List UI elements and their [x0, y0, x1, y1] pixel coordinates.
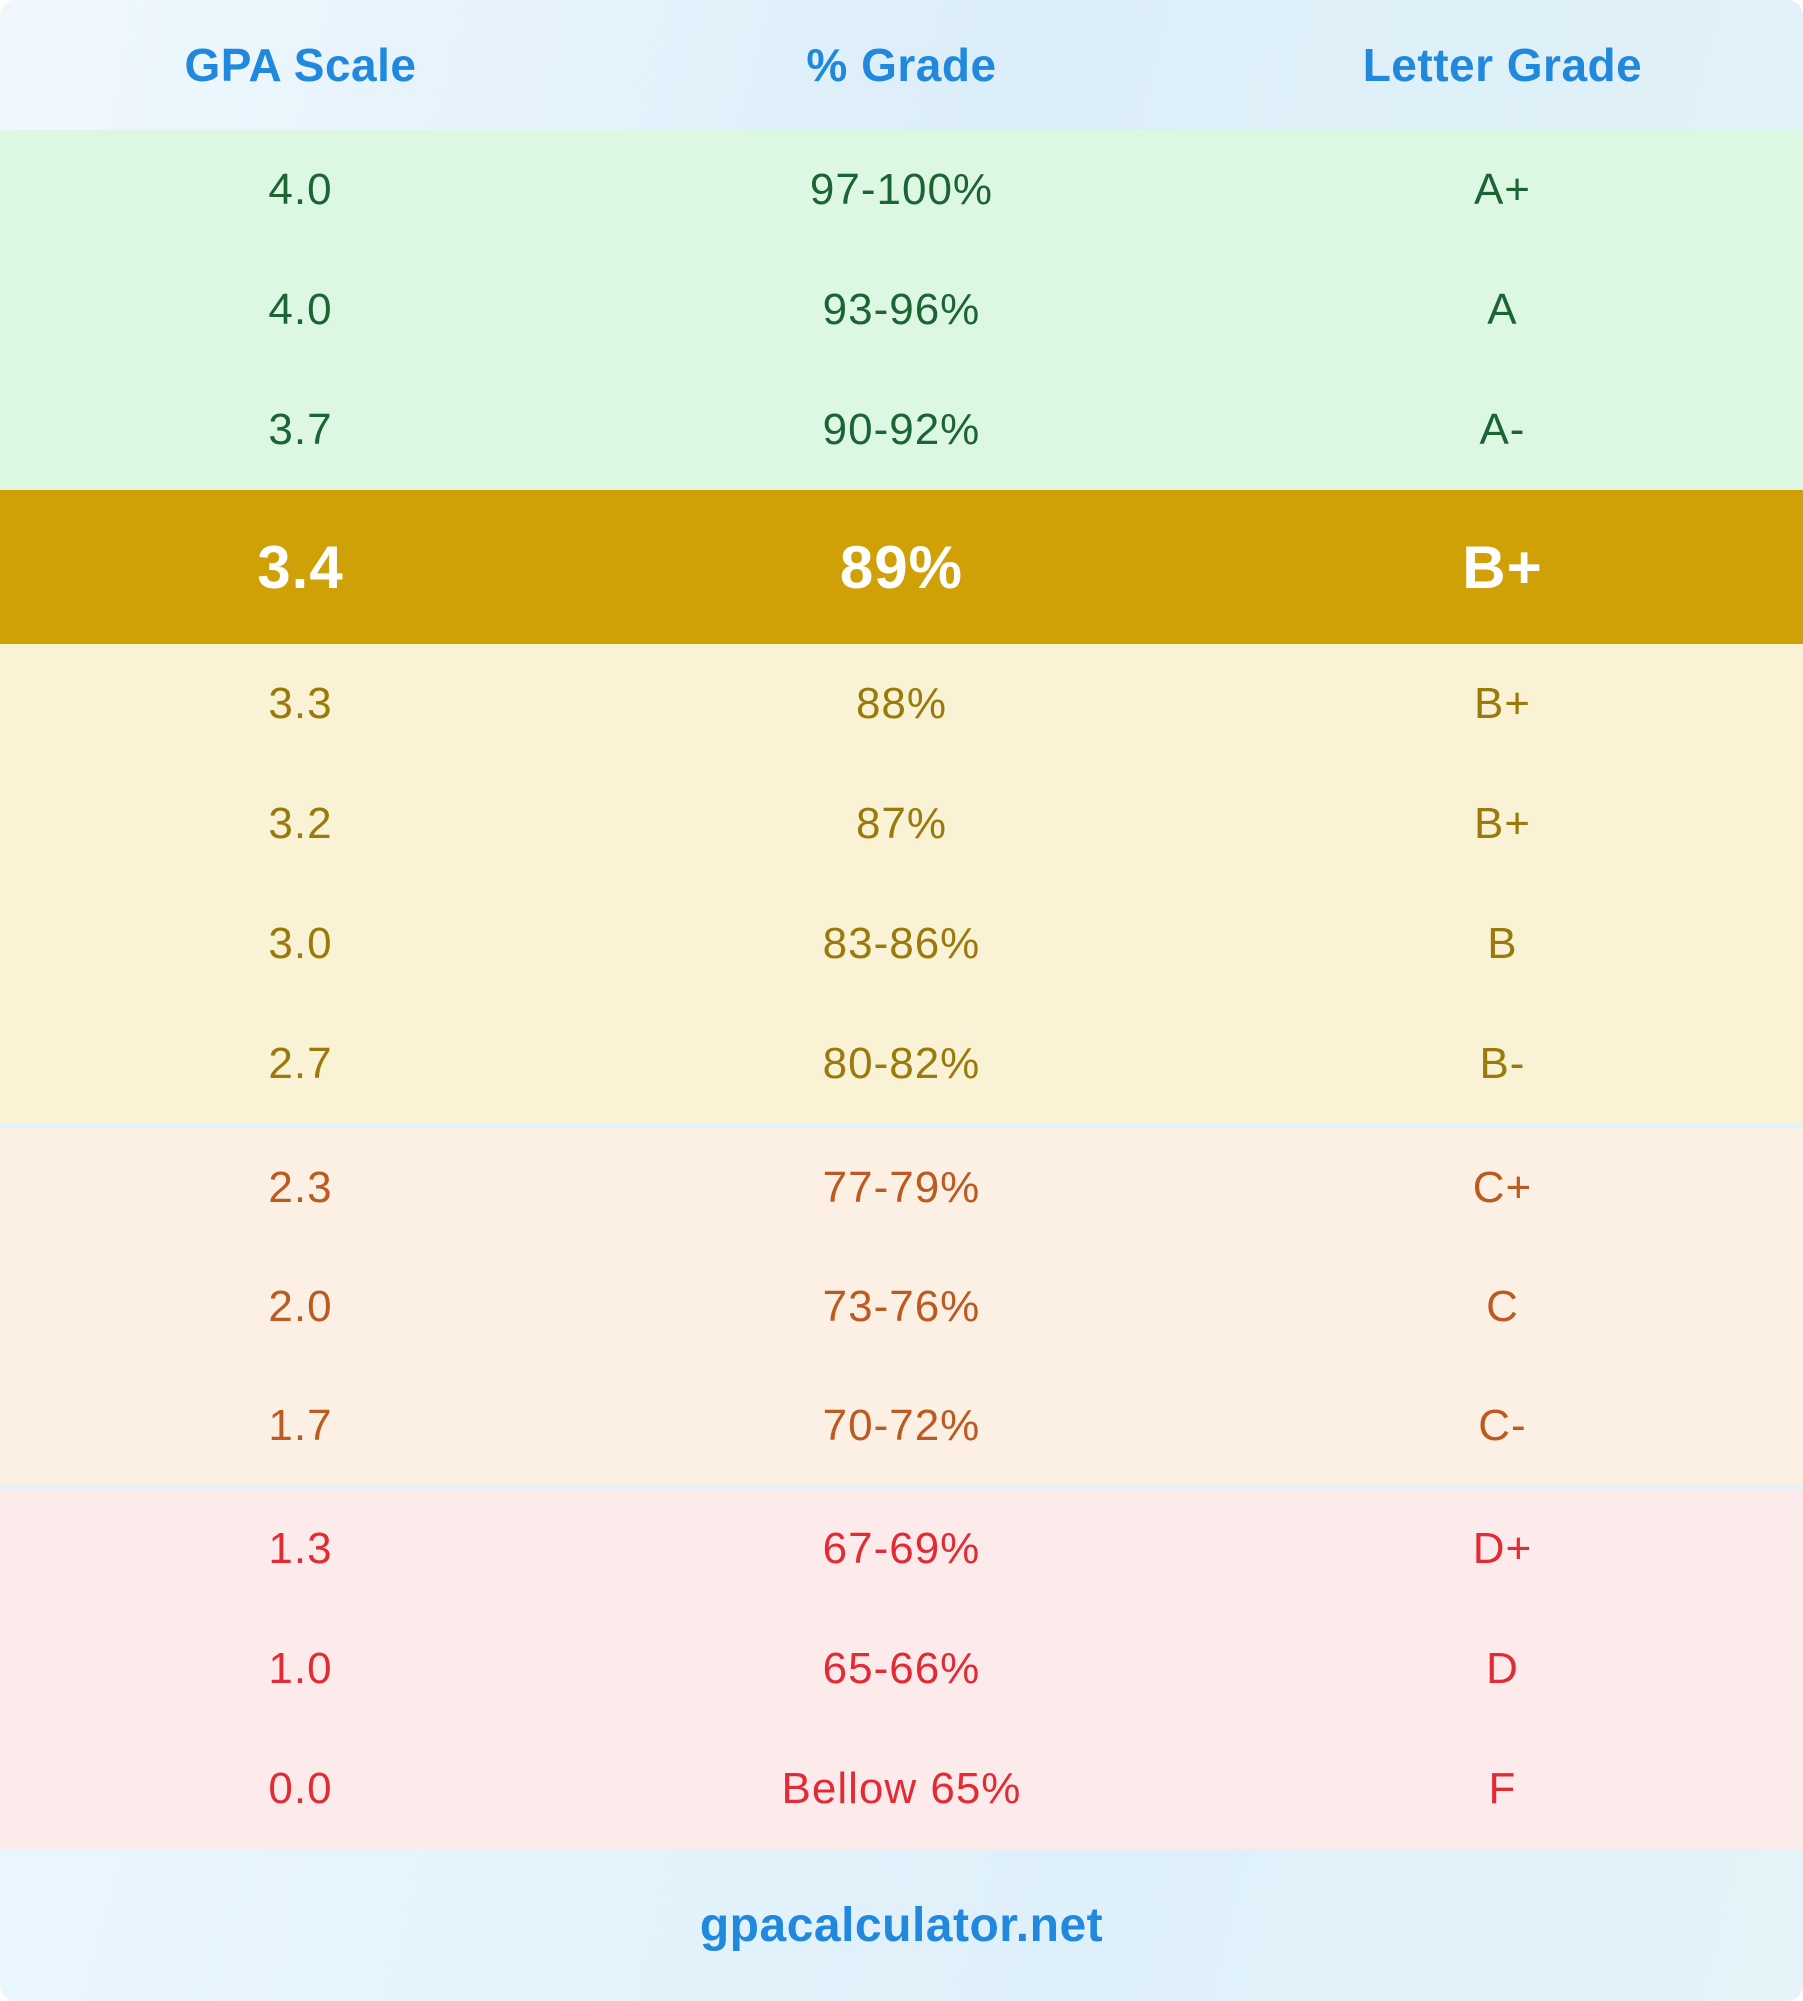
- percent-cell: 77-79%: [822, 1162, 981, 1212]
- gpa-cell: 3.3: [268, 679, 333, 728]
- table-row: 2.3 77-79% C+: [0, 1128, 1803, 1247]
- table-row: 4.0 97-100% A+: [0, 130, 1803, 250]
- gpa-cell: 3.2: [268, 799, 333, 848]
- site-footer: gpacalculator.net: [0, 1849, 1803, 2001]
- gpa-cell: 2.3: [268, 1162, 333, 1212]
- section-divider: [0, 1124, 1803, 1128]
- letter-cell: B+: [1473, 799, 1531, 848]
- percent-cell: 97-100%: [809, 165, 994, 214]
- gpa-cell: 1.7: [268, 1400, 333, 1450]
- table-row: 3.2 87% B+: [0, 764, 1803, 884]
- percent-cell: 83-86%: [822, 919, 981, 968]
- table-row: 1.0 65-66% D: [0, 1609, 1803, 1729]
- percent-cell: 65-66%: [822, 1644, 981, 1693]
- letter-cell: A+: [1473, 165, 1531, 214]
- gpa-cell: 3.4: [257, 533, 344, 601]
- letter-cell: B-: [1479, 1039, 1526, 1088]
- gpa-cell: 0.0: [268, 1764, 333, 1813]
- letter-cell: B: [1487, 919, 1518, 968]
- table-row: 3.0 83-86% B: [0, 884, 1803, 1004]
- section-d-grades: 1.3 67-69% D+ 1.0 65-66% D 0.0 Bellow 65…: [0, 1489, 1803, 1849]
- section-c-grades: 2.3 77-79% C+ 2.0 73-76% C 1.7 70-72% C-: [0, 1128, 1803, 1485]
- letter-cell: B+: [1462, 533, 1543, 601]
- letter-cell: A: [1487, 285, 1518, 334]
- letter-cell: D+: [1472, 1524, 1533, 1573]
- section-divider: [0, 1485, 1803, 1489]
- table-row: 1.7 70-72% C-: [0, 1366, 1803, 1485]
- percent-cell: Bellow 65%: [781, 1764, 1022, 1813]
- section-a-grades: 4.0 97-100% A+ 4.0 93-96% A 3.7 90-92% A…: [0, 130, 1803, 490]
- gpa-cell: 1.3: [268, 1524, 333, 1573]
- gpa-cell: 3.0: [268, 919, 333, 968]
- letter-cell: B+: [1473, 679, 1531, 728]
- table-row: 2.0 73-76% C: [0, 1247, 1803, 1366]
- section-b-grades: 3.3 88% B+ 3.2 87% B+ 3.0 83-86% B 2.7 8…: [0, 644, 1803, 1124]
- gpa-cell: 4.0: [268, 165, 333, 214]
- percent-cell: 70-72%: [822, 1400, 981, 1450]
- table-row: 1.3 67-69% D+: [0, 1489, 1803, 1609]
- column-header-letter-grade: Letter Grade: [1362, 39, 1643, 91]
- letter-cell: A-: [1479, 405, 1526, 454]
- gpa-cell: 2.7: [268, 1039, 333, 1088]
- percent-cell: 93-96%: [822, 285, 981, 334]
- highlighted-result-row: 3.4 89% B+: [0, 490, 1803, 644]
- percent-cell: 87%: [855, 799, 948, 848]
- percent-cell: 89%: [839, 533, 964, 601]
- percent-cell: 88%: [855, 679, 948, 728]
- table-row: 0.0 Bellow 65% F: [0, 1729, 1803, 1849]
- letter-cell: C-: [1478, 1400, 1527, 1450]
- table-row: 3.3 88% B+: [0, 644, 1803, 764]
- percent-cell: 73-76%: [822, 1281, 981, 1331]
- gpa-cell: 1.0: [268, 1644, 333, 1693]
- column-header-gpa-scale: GPA Scale: [184, 39, 417, 91]
- letter-cell: C+: [1472, 1162, 1533, 1212]
- table-row: 2.7 80-82% B-: [0, 1004, 1803, 1124]
- table-row: 3.7 90-92% A-: [0, 370, 1803, 490]
- percent-cell: 80-82%: [822, 1039, 981, 1088]
- gpa-cell: 3.7: [268, 405, 333, 454]
- letter-cell: F: [1488, 1764, 1517, 1813]
- percent-cell: 67-69%: [822, 1524, 981, 1573]
- gpa-cell: 4.0: [268, 285, 333, 334]
- table-row: 4.0 93-96% A: [0, 250, 1803, 370]
- column-header-percent-grade: % Grade: [806, 39, 997, 91]
- letter-cell: C: [1486, 1281, 1519, 1331]
- site-name: gpacalculator.net: [699, 1898, 1104, 1952]
- percent-cell: 90-92%: [822, 405, 981, 454]
- gpa-cell: 2.0: [268, 1281, 333, 1331]
- letter-cell: D: [1486, 1644, 1519, 1693]
- table-header: GPA Scale % Grade Letter Grade: [0, 0, 1803, 130]
